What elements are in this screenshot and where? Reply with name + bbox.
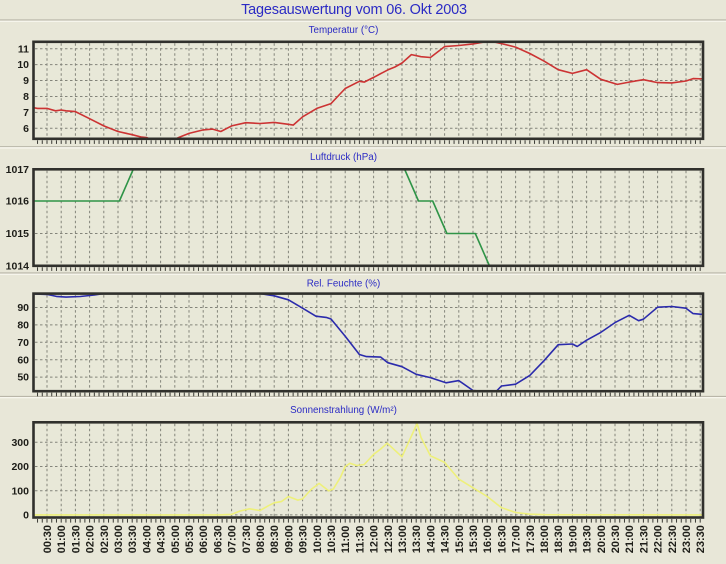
svg-text:23:30: 23:30 (695, 525, 707, 553)
svg-text:8: 8 (23, 91, 29, 103)
svg-text:200: 200 (11, 461, 29, 473)
svg-text:11:00: 11:00 (340, 526, 352, 554)
svg-text:Rel. Feuchte (%): Rel. Feuchte (%) (307, 278, 381, 289)
svg-text:Luftdruck (hPa): Luftdruck (hPa) (310, 152, 377, 163)
svg-text:Sonnenstrahlung (W/m²): Sonnenstrahlung (W/m²) (290, 405, 397, 416)
svg-text:9: 9 (23, 75, 29, 87)
svg-text:19:30: 19:30 (582, 525, 594, 553)
svg-text:05:30: 05:30 (184, 525, 196, 553)
svg-text:18:30: 18:30 (553, 525, 565, 553)
svg-text:04:00: 04:00 (141, 525, 153, 553)
svg-text:22:00: 22:00 (653, 525, 665, 553)
svg-text:09:00: 09:00 (283, 525, 295, 553)
svg-text:12:30: 12:30 (383, 525, 395, 553)
svg-text:1016: 1016 (6, 196, 30, 208)
svg-text:07:00: 07:00 (227, 525, 239, 553)
svg-text:1015: 1015 (6, 228, 30, 240)
svg-text:10:30: 10:30 (326, 525, 338, 553)
svg-text:1014: 1014 (6, 260, 30, 272)
svg-text:10:00: 10:00 (312, 525, 324, 553)
svg-text:21:00: 21:00 (624, 525, 636, 553)
svg-text:08:30: 08:30 (269, 525, 281, 553)
svg-text:60: 60 (17, 354, 29, 366)
svg-text:06:30: 06:30 (212, 525, 224, 553)
svg-text:Tagesauswertung vom 06. Okt 20: Tagesauswertung vom 06. Okt 2003 (241, 2, 467, 18)
svg-text:80: 80 (17, 320, 29, 332)
svg-text:07:30: 07:30 (241, 525, 253, 553)
svg-text:08:00: 08:00 (255, 525, 267, 553)
svg-text:19:00: 19:00 (567, 525, 579, 553)
svg-text:70: 70 (17, 337, 29, 349)
svg-text:21:30: 21:30 (638, 525, 650, 553)
svg-text:13:30: 13:30 (411, 525, 423, 553)
svg-text:01:30: 01:30 (70, 525, 82, 553)
svg-text:1017: 1017 (6, 164, 30, 176)
svg-text:04:30: 04:30 (156, 525, 168, 553)
svg-text:6: 6 (23, 123, 29, 135)
svg-text:01:00: 01:00 (56, 525, 68, 553)
svg-text:00:30: 00:30 (42, 525, 54, 553)
svg-text:06:00: 06:00 (198, 525, 210, 553)
svg-text:23:00: 23:00 (681, 525, 693, 553)
svg-text:05:00: 05:00 (170, 525, 182, 553)
svg-text:20:30: 20:30 (610, 525, 622, 553)
svg-text:10: 10 (17, 59, 29, 71)
svg-text:0: 0 (23, 510, 29, 522)
svg-text:14:30: 14:30 (440, 525, 452, 553)
svg-text:09:30: 09:30 (298, 525, 310, 553)
svg-text:14:00: 14:00 (425, 525, 437, 553)
svg-text:90: 90 (17, 302, 29, 314)
svg-text:03:00: 03:00 (113, 525, 125, 553)
svg-text:13:00: 13:00 (397, 525, 409, 553)
svg-text:22:30: 22:30 (667, 525, 679, 553)
svg-text:12:00: 12:00 (369, 525, 381, 553)
svg-text:18:00: 18:00 (539, 525, 551, 553)
svg-text:15:00: 15:00 (454, 525, 466, 553)
svg-text:15:30: 15:30 (468, 525, 480, 553)
svg-text:17:00: 17:00 (511, 525, 523, 553)
svg-text:11: 11 (18, 43, 29, 55)
svg-text:300: 300 (11, 437, 29, 449)
svg-text:11:30: 11:30 (354, 526, 366, 554)
svg-text:7: 7 (23, 107, 29, 119)
svg-text:50: 50 (17, 372, 29, 384)
svg-text:20:00: 20:00 (596, 525, 608, 553)
svg-text:03:30: 03:30 (127, 525, 139, 553)
svg-text:02:00: 02:00 (85, 525, 97, 553)
svg-text:16:00: 16:00 (482, 525, 494, 553)
svg-text:100: 100 (11, 485, 29, 497)
svg-text:16:30: 16:30 (496, 525, 508, 553)
svg-text:02:30: 02:30 (99, 525, 111, 553)
svg-text:Temperatur (°C): Temperatur (°C) (309, 25, 379, 36)
svg-text:17:30: 17:30 (525, 525, 537, 553)
